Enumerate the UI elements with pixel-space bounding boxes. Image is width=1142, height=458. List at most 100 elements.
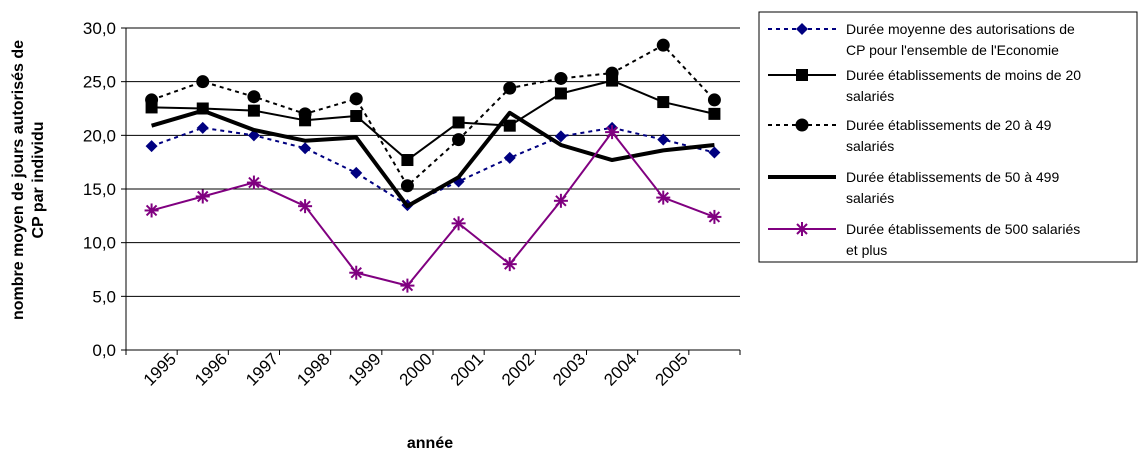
x-tick-label: 2002 <box>498 349 538 389</box>
series-3-point <box>298 107 312 121</box>
legend-label: salariés <box>846 190 894 206</box>
series-5-line <box>151 131 715 287</box>
series-2-point <box>708 107 721 120</box>
series-2-point <box>350 110 363 123</box>
marker-stroke <box>452 217 465 230</box>
legend-item-5: Durée établissements de 500 salariés et p… <box>768 221 1080 258</box>
marker-stroke <box>299 200 311 212</box>
legend-label: salariés <box>846 138 894 154</box>
legend-item-3: Durée établissements de 20 à 49 salariés <box>768 117 1052 154</box>
series-1-point <box>708 146 721 159</box>
y-tick-label: 15,0 <box>83 180 116 199</box>
legend-marker <box>795 222 809 236</box>
y-axis-label-line-1: nombre moyen de jours autorisés de <box>10 40 27 320</box>
y-tick-label: 25,0 <box>83 73 116 92</box>
marker-stroke <box>197 190 209 203</box>
series-3-point <box>349 92 363 106</box>
series-1-point <box>299 142 312 155</box>
legend-marker <box>795 118 809 132</box>
series-5-point <box>502 257 517 272</box>
legend-label: Durée établissements de 50 à 499 <box>846 169 1059 185</box>
legend: Durée moyenne des autorisations de CP pou… <box>758 11 1138 263</box>
series-5-point <box>400 278 415 293</box>
y-tick-labels: 0,0 5,0 10,0 15,0 20,0 25,0 30,0 <box>83 19 116 360</box>
series-2-line <box>151 79 715 162</box>
marker-stroke <box>248 176 260 189</box>
legend-item-2: Durée établissements de moins de 20 salar… <box>768 67 1081 104</box>
y-axis-label: nombre moyen de jours autorisés de CP pa… <box>10 40 47 320</box>
series-3-point <box>554 71 568 85</box>
marker-stroke <box>401 279 414 292</box>
series-3-point <box>605 66 619 80</box>
series-4-line <box>151 108 715 209</box>
series-1-point <box>350 166 363 179</box>
series-1-point <box>657 133 670 146</box>
series-5-point <box>553 193 568 208</box>
series-5-point <box>144 203 159 218</box>
series-5 <box>144 125 722 293</box>
x-tick-labels: 1995 1996 1997 1998 1999 2000 2001 2002 2003 2004… <box>140 349 692 389</box>
marker-stroke <box>657 191 669 204</box>
series-3-point <box>452 133 466 147</box>
series-3-point <box>656 38 670 52</box>
y-tick-label: 5,0 <box>92 287 116 306</box>
series-3-point <box>145 93 159 107</box>
series-1-point <box>145 140 158 153</box>
legend-label: Durée moyenne des autorisations de <box>846 21 1075 37</box>
series-3-point <box>503 81 517 95</box>
x-tick-label: 2000 <box>396 349 436 389</box>
series-5-point <box>195 189 210 204</box>
series-3 <box>145 38 721 193</box>
series-2-point <box>452 116 465 129</box>
series-2-point <box>247 104 260 117</box>
x-tick-label: 2001 <box>447 349 487 389</box>
legend-label: Durée établissements de 500 salariés <box>846 221 1080 237</box>
series-2-point <box>554 87 567 100</box>
series-1-point <box>503 151 516 164</box>
marker-stroke <box>504 258 516 270</box>
series-3-line <box>151 44 716 187</box>
x-tick-label: 1996 <box>191 349 231 389</box>
series-4 <box>151 108 715 209</box>
series-2-point <box>657 96 670 109</box>
legend-item-4: Durée établissements de 50 à 499 salariés <box>768 169 1059 206</box>
legend-marker <box>796 69 808 81</box>
legend-item-1: Durée moyenne des autorisations de CP pou… <box>768 21 1075 58</box>
marker-stroke <box>708 211 721 223</box>
series-3-point <box>247 90 261 104</box>
x-tick-label: 1995 <box>140 349 180 389</box>
legend-box <box>758 11 1138 263</box>
series-group <box>144 38 722 293</box>
x-axis-label: année <box>407 435 453 452</box>
marker-stroke <box>350 267 362 279</box>
series-5-point <box>707 209 722 224</box>
y-axis-label-line-2: CP par individu <box>30 121 47 238</box>
series-3-point <box>707 93 721 107</box>
legend-label: et plus <box>846 242 887 258</box>
y-tick-label: 20,0 <box>83 126 116 145</box>
x-tick-label: 2005 <box>651 349 691 389</box>
marker-stroke <box>606 126 618 138</box>
series-5-point <box>246 175 261 190</box>
legend-label: Durée établissements de moins de 20 <box>846 67 1081 83</box>
y-tick-label: 30,0 <box>83 19 116 38</box>
marker-stroke <box>796 223 808 235</box>
series-2-point <box>503 119 516 132</box>
x-tick-label: 2004 <box>600 349 640 389</box>
legend-label: Durée établissements de 20 à 49 <box>846 117 1052 133</box>
series-3-point <box>400 179 414 193</box>
legend-label: salariés <box>846 88 894 104</box>
x-tick-label: 1997 <box>242 349 282 389</box>
x-tick-label: 1998 <box>293 349 333 389</box>
series-5-point <box>605 125 620 140</box>
series-2-point <box>401 154 414 167</box>
series-3-point <box>196 75 210 89</box>
series-1-point <box>554 130 567 143</box>
series-5-point <box>451 216 466 231</box>
series-5-point <box>656 190 671 205</box>
series-5-point <box>298 199 313 214</box>
gridlines <box>126 27 740 297</box>
marker-stroke <box>555 195 567 207</box>
x-tick-label: 1999 <box>344 349 384 389</box>
